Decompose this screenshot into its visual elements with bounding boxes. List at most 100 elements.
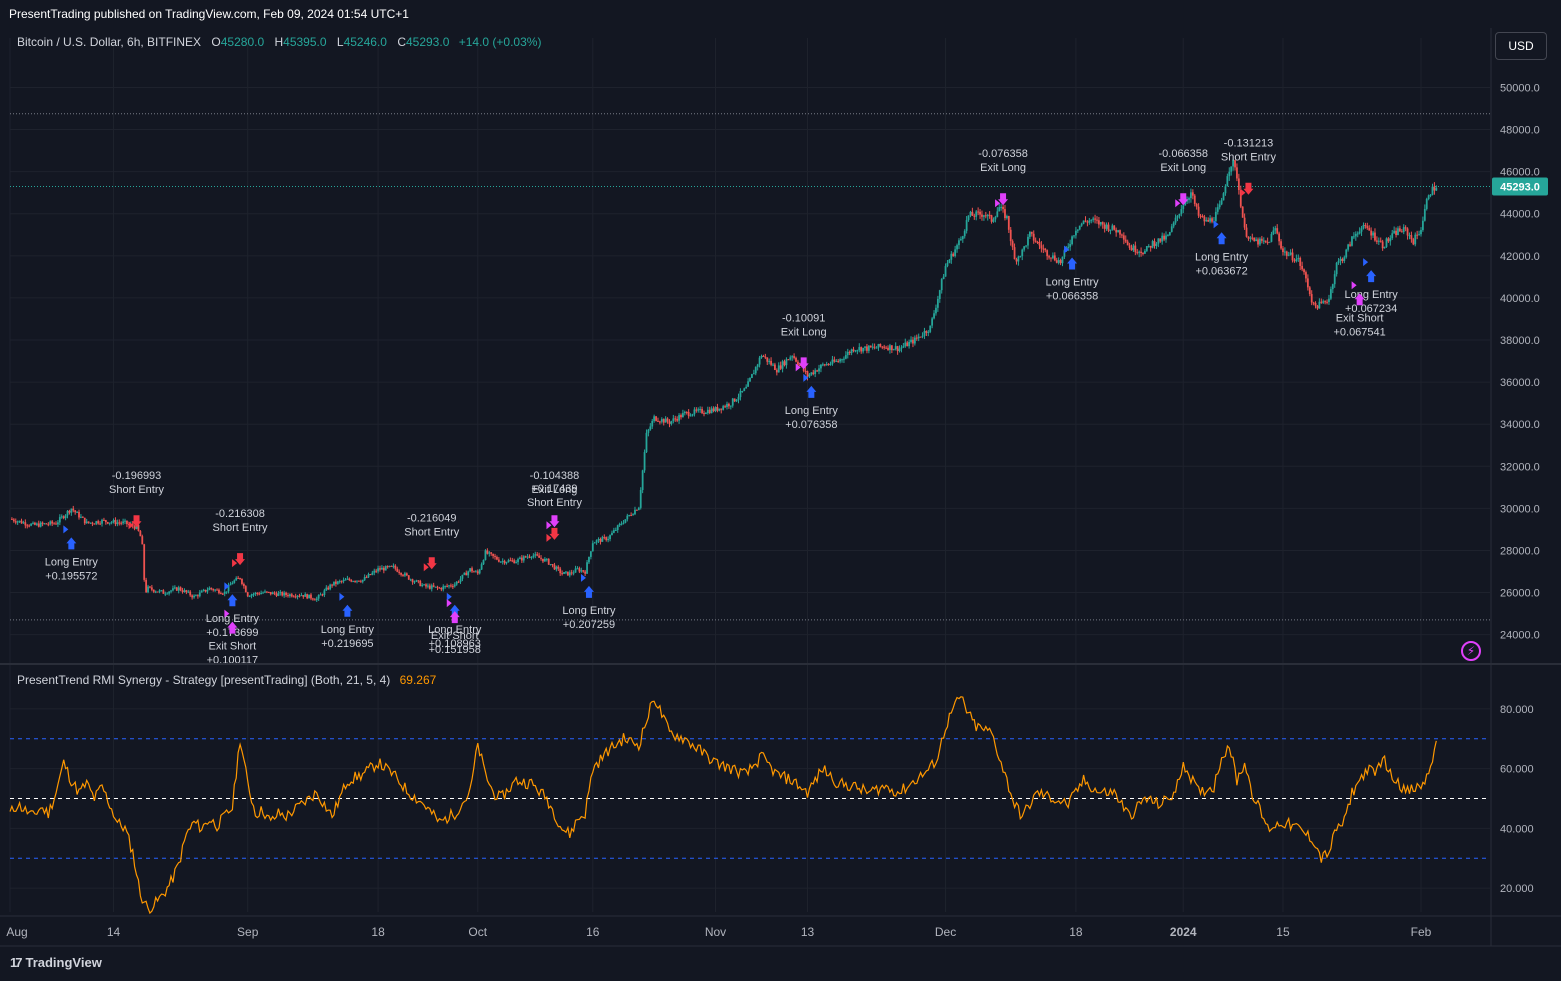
candle-body: [1295, 258, 1298, 262]
last-price-badge: [1492, 177, 1548, 196]
candle-body: [912, 339, 914, 344]
candle-body: [488, 552, 491, 554]
candle-body: [49, 521, 52, 525]
indicator-axis[interactable]: 80.000 60.000 40.000 20.000: [1500, 704, 1534, 895]
candle-body: [772, 364, 774, 366]
candlestick-series: [11, 158, 1438, 602]
candle-body: [703, 413, 705, 415]
candle-body: [942, 276, 945, 280]
candle-body: [1433, 186, 1436, 191]
candle-body: [45, 523, 48, 525]
candle-body: [660, 419, 663, 422]
candle-body: [204, 589, 207, 592]
candle-body: [319, 594, 322, 596]
candle-body: [988, 214, 991, 216]
candle-body: [1377, 240, 1380, 242]
candle-body: [806, 371, 809, 377]
candle-body: [1402, 227, 1405, 233]
candle-body: [634, 509, 636, 515]
candle-body: [95, 521, 98, 524]
candle-body: [1075, 230, 1077, 236]
candle-body: [1372, 232, 1374, 236]
close-label: C: [397, 35, 406, 49]
candle-body: [616, 525, 619, 530]
candle-body: [1306, 278, 1309, 288]
candle-body: [1140, 251, 1142, 253]
candle-body: [375, 570, 378, 572]
candle-body: [867, 345, 870, 351]
candle-body: [212, 589, 215, 591]
signal-triangle: [232, 559, 238, 568]
time-tick-label: 16: [586, 925, 600, 939]
candle-body: [277, 593, 280, 596]
candle-body: [1362, 225, 1365, 229]
candle-body: [672, 418, 675, 422]
time-tick-label: 13: [801, 925, 815, 939]
candle-body: [883, 346, 886, 348]
candle-body: [313, 599, 316, 601]
symbol-legend[interactable]: Bitcoin / U.S. Dollar, 6h, BITFINEX O452…: [17, 35, 541, 49]
candle-body: [72, 508, 75, 511]
candle-body: [227, 585, 230, 592]
signal-triangle: [224, 609, 230, 618]
candle-body: [1126, 241, 1129, 246]
candle-body: [1180, 209, 1183, 214]
candle-body: [632, 514, 634, 516]
time-axis[interactable]: Aug 14 Sep 18 Oct 16 Nov 13 Dec 18 2024 15 Feb: [0, 28, 1561, 947]
candle-body: [24, 522, 27, 526]
currency-button[interactable]: USD: [1495, 32, 1547, 60]
high-label: H: [274, 35, 284, 49]
low-label: L: [336, 35, 344, 49]
candle-body: [1182, 205, 1185, 210]
candle-body: [377, 568, 379, 572]
candle-body: [373, 570, 376, 573]
candle-body: [218, 589, 220, 594]
candle-body: [1287, 254, 1290, 256]
candle-body: [252, 594, 255, 596]
candle-body: [1255, 239, 1258, 242]
tradingview-brand[interactable]: 17 TradingView: [10, 955, 102, 970]
candle-body: [1427, 195, 1430, 200]
candle-body: [162, 590, 165, 594]
lightning-icon[interactable]: ⚡: [1461, 641, 1481, 661]
candle-body: [1224, 186, 1227, 194]
publish-header: PresentTrading published on TradingView.…: [0, 0, 1561, 28]
candle-body: [1197, 206, 1200, 216]
candle-body: [11, 518, 13, 520]
candle-body: [1199, 215, 1202, 217]
candle-body: [1013, 247, 1016, 260]
price-axis[interactable]: 50000.0 48000.0 46000.0 44000.0 42000.0 40000…: [1492, 82, 1548, 642]
candle-body: [80, 516, 82, 518]
candle-body: [22, 522, 25, 524]
candle-body: [1048, 256, 1050, 258]
candle-body: [981, 214, 983, 217]
candle-body: [57, 522, 59, 525]
candle-body: [1063, 250, 1066, 257]
brand-name: TradingView: [25, 955, 102, 970]
candle-body: [219, 593, 222, 595]
candle-body: [795, 357, 797, 362]
candle-body: [1124, 239, 1127, 242]
candle-body: [1278, 233, 1281, 242]
candle-body: [400, 572, 402, 575]
candle-body: [1155, 243, 1158, 246]
candle-body: [540, 557, 542, 559]
candle-body: [553, 564, 556, 570]
indicator-legend[interactable]: PresentTrend RMI Synergy - Strategy [pre…: [17, 673, 436, 687]
candle-body: [620, 523, 623, 525]
candle-body: [365, 577, 368, 579]
candle-body: [597, 538, 600, 541]
candle-body: [43, 523, 46, 525]
time-tick-label: Sep: [237, 925, 259, 939]
candle-body: [1015, 259, 1018, 262]
candle-body: [1383, 246, 1386, 249]
candle-body: [798, 365, 801, 367]
candle-body: [283, 592, 286, 596]
candle-body: [1113, 225, 1116, 230]
candle-body: [1316, 305, 1319, 309]
candle-body: [91, 522, 94, 524]
candle-body: [39, 522, 42, 527]
candle-body: [1017, 256, 1020, 262]
candle-body: [154, 591, 157, 593]
